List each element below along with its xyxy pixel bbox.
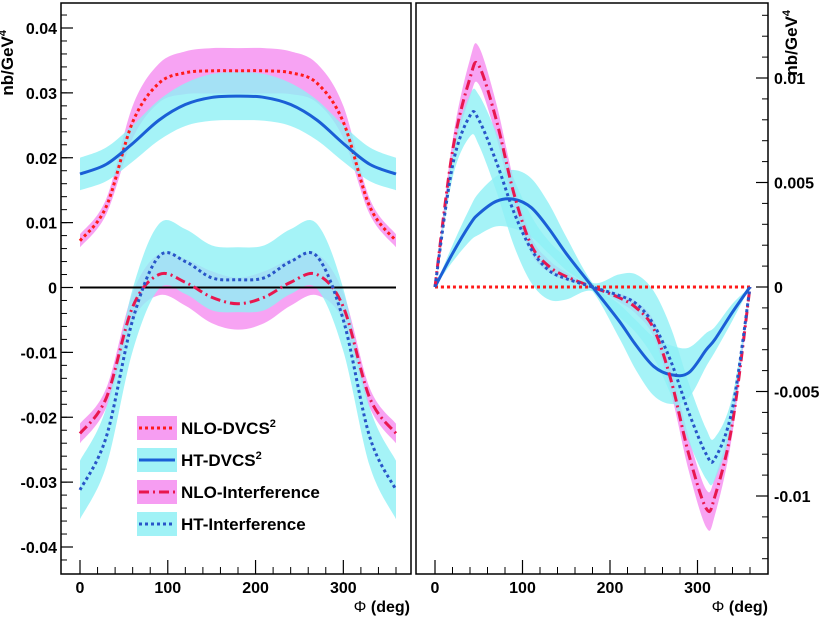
- right-y-tick-label-0: -0.01: [774, 489, 811, 506]
- right-y-tick-label-4: 0.01: [774, 71, 805, 88]
- left-x-tick-label-1: 100: [154, 580, 181, 597]
- left-x-tick-label-0: 0: [76, 580, 85, 597]
- legend-label-nlo-dvcs: NLO-DVCS2: [181, 418, 276, 438]
- right-x-tick-label-3: 300: [684, 580, 711, 597]
- right-y-tick-label-1: -0.005: [774, 385, 819, 402]
- right-y-tick-label-3: 0.005: [774, 176, 814, 193]
- left-y-tick-label-6: 0.02: [26, 151, 57, 168]
- right-band-nlo-interference: [435, 43, 750, 531]
- left-x-tick-label-2: 200: [242, 580, 269, 597]
- right-y-tick-label-2: 0: [774, 280, 783, 297]
- left-frame: [60, 2, 412, 575]
- left-curves: [78, 69, 398, 491]
- right-line-ht-interference: [433, 110, 752, 464]
- left-y-tick-label-1: -0.03: [21, 475, 58, 492]
- left-error-bands: [80, 47, 396, 520]
- right-line-ht-dvcs: [433, 197, 752, 378]
- left-line-ht-interference: [78, 251, 398, 491]
- left-band-nlo-dvcs: [80, 47, 396, 248]
- right-x-tick-label-2: 200: [597, 580, 624, 597]
- right-x-tick-label-1: 100: [509, 580, 536, 597]
- left-axes: 0 100 200 300 -0.04 -0.03 -0.02 -0.01 0 0.01 0.02 0…: [21, 14, 397, 597]
- right-x-tick-label-0: 0: [431, 580, 440, 597]
- legend-label-ht-interference: HT-Interference: [181, 515, 306, 534]
- left-line-nlo-dvcs: [78, 69, 398, 242]
- left-panel: 0 100 200 300 -0.04 -0.03 -0.02 -0.01 0 0.01 0.02 0…: [0, 2, 412, 616]
- legend-label-nlo-interference: NLO-Interference: [181, 483, 320, 502]
- right-y-axis-label: nb/GeV4: [781, 9, 802, 76]
- left-y-tick-label-5: 0.01: [26, 216, 57, 233]
- left-y-tick-label-4: 0: [48, 281, 57, 298]
- left-line-nlo-interference: [78, 271, 398, 435]
- left-y-tick-label-3: -0.01: [21, 345, 58, 362]
- right-axes: 0 100 200 300 -0.01 -0.005 0 0.005 0.01: [431, 14, 819, 597]
- left-x-axis-label: Φ (deg): [354, 599, 410, 616]
- left-y-tick-label-7: 0.03: [26, 86, 57, 103]
- left-y-tick-label-8: 0.04: [26, 21, 57, 38]
- left-x-tick-label-3: 300: [330, 580, 357, 597]
- right-x-axis-label: Φ (deg): [712, 599, 768, 616]
- left-y-axis-label: nb/GeV4: [0, 29, 17, 96]
- left-line-ht-dvcs: [79, 94, 397, 176]
- right-curves: [433, 60, 752, 514]
- left-band-ht-dvcs: [80, 72, 396, 191]
- left-band-ht-interference: [80, 219, 396, 520]
- legend-label-ht-dvcs: HT-DVCS2: [181, 450, 262, 470]
- right-line-nlo-interference: [433, 60, 752, 514]
- legend: NLO-DVCS2 HT-DVCS2 NLO-Interference HT-Inte…: [137, 416, 320, 536]
- left-y-tick-label-0: -0.04: [21, 540, 58, 557]
- left-y-tick-label-2: -0.02: [21, 410, 58, 427]
